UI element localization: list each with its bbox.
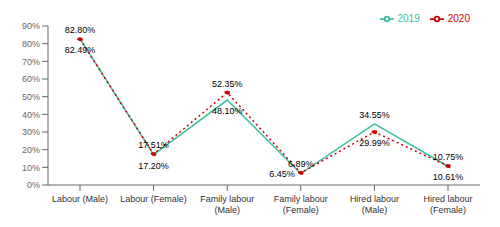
svg-text:82.80%: 82.80% [65,25,96,35]
svg-text:Hired labour(Female): Hired labour(Female) [423,194,472,215]
svg-text:40%: 40% [22,110,40,120]
svg-text:Family labour(Female): Family labour(Female) [274,194,328,215]
svg-text:34.55%: 34.55% [359,110,390,120]
svg-text:70%: 70% [22,57,40,67]
svg-text:48.10%: 48.10% [212,106,243,116]
svg-text:Labour (Female): Labour (Female) [120,194,187,204]
svg-text:Labour (Male): Labour (Male) [52,194,108,204]
svg-text:82.49%: 82.49% [65,45,96,55]
svg-text:17.51%: 17.51% [138,140,169,150]
svg-text:20%: 20% [22,145,40,155]
svg-text:10.75%: 10.75% [433,152,464,162]
svg-text:30%: 30% [22,127,40,137]
svg-text:52.35%: 52.35% [212,79,243,89]
svg-text:6.45%: 6.45% [269,169,295,179]
svg-text:17.20%: 17.20% [138,161,169,171]
svg-text:80%: 80% [22,39,40,49]
svg-text:6.89%: 6.89% [288,159,314,169]
svg-text:50%: 50% [22,92,40,102]
html-text:2020: 2020 [447,12,470,24]
svg-text:Family labour(Male): Family labour(Male) [200,194,254,215]
svg-text:10.61%: 10.61% [433,172,464,182]
svg-text:10%: 10% [22,163,40,173]
svg-text:60%: 60% [22,74,40,84]
svg-text:0%: 0% [27,180,40,190]
svg-text:90%: 90% [22,21,40,31]
html-text:2019: 2019 [397,12,420,24]
svg-text:Hired labour(Male): Hired labour(Male) [350,194,399,215]
svg-text:29.99%: 29.99% [359,138,390,148]
